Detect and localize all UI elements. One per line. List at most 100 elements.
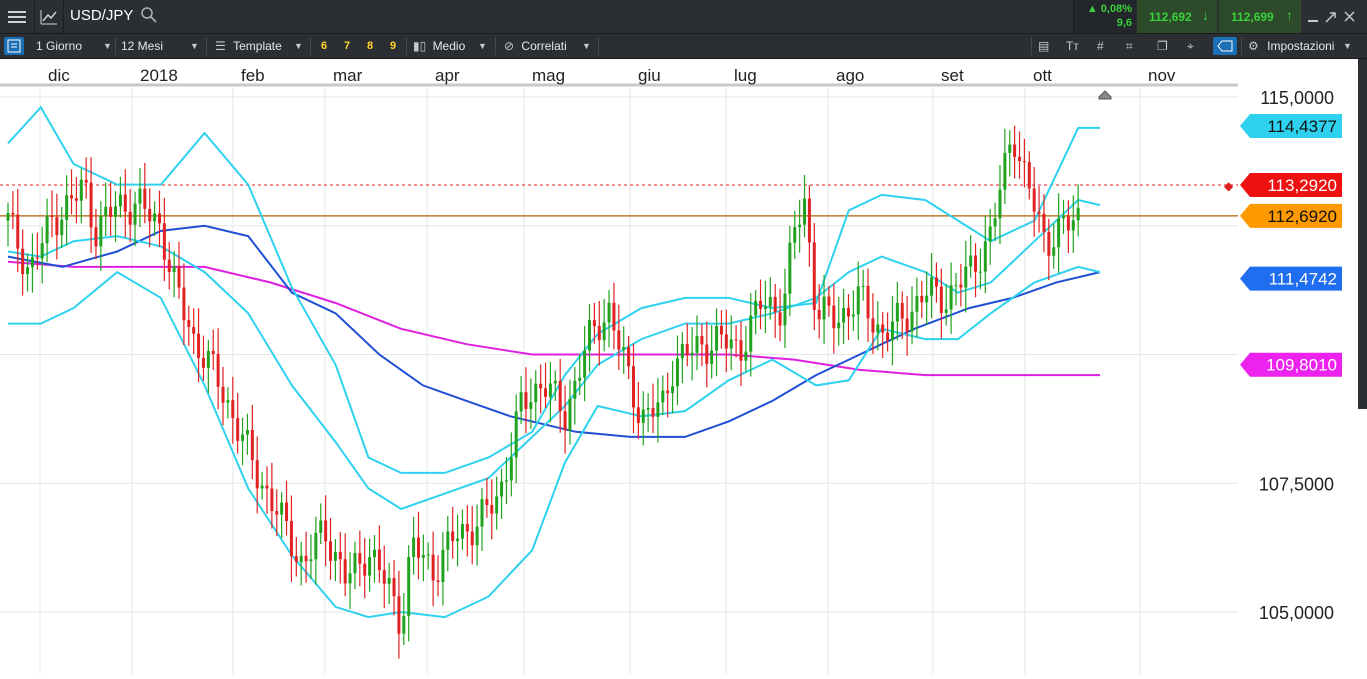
candle-body [988, 226, 992, 242]
list-view-button[interactable] [4, 37, 24, 55]
candle-body [412, 537, 416, 558]
grid-icon[interactable]: # [1097, 39, 1104, 53]
candle-body [563, 411, 567, 431]
mode-select[interactable]: ▮▯ Medio [413, 34, 465, 58]
candle-body [744, 351, 748, 361]
chart-type-button[interactable] [35, 0, 64, 33]
candle-body [900, 302, 904, 319]
crosshair-icon[interactable]: ⌗ [1126, 39, 1133, 53]
shortcut-9[interactable]: 9 [390, 40, 397, 52]
candle-body [201, 357, 205, 368]
candle-body [387, 577, 391, 584]
scrollbar[interactable] [1358, 59, 1367, 409]
candle-body [441, 549, 445, 583]
related-select[interactable]: ⊘ Correlati [504, 34, 567, 58]
price-tag [1240, 203, 1342, 228]
candle-body [329, 541, 333, 561]
candle-body [94, 227, 98, 247]
candle-body [675, 358, 679, 387]
template-label: Template [233, 39, 282, 53]
close-icon[interactable] [1344, 11, 1355, 22]
shortcut-6[interactable]: 6 [321, 40, 328, 52]
candle-body [392, 577, 396, 597]
tag-icon [1217, 40, 1233, 52]
ask-price: 112,699 [1231, 10, 1274, 24]
candle-body [573, 380, 577, 399]
candle-body [837, 322, 841, 329]
candle-body [998, 189, 1002, 219]
price-tag-label: 112,6920 [1267, 207, 1337, 226]
candle-body [1076, 207, 1080, 221]
candle-body [812, 242, 816, 310]
chart-area[interactable]: dic 2018 feb mar apr mag giu lug ago set ott nov 115… [0, 59, 1367, 674]
shortcut-8[interactable]: 8 [367, 40, 374, 52]
candle-body [1057, 218, 1061, 248]
candle-body [509, 457, 513, 481]
settings-button[interactable]: ⚙ Impostazioni [1248, 34, 1334, 58]
menu-button[interactable] [0, 0, 35, 33]
candle-body [617, 330, 621, 350]
candle-body [84, 179, 88, 183]
expand-icon[interactable] [1325, 12, 1336, 23]
candle-body [138, 188, 142, 204]
ask-button[interactable]: 112,699 ↑ [1219, 0, 1301, 33]
price-chart[interactable]: dic 2018 feb mar apr mag giu lug ago set ott nov 115… [0, 59, 1358, 674]
candle-body [250, 429, 254, 461]
candle-body [456, 538, 460, 542]
candle-body [661, 390, 665, 403]
candle-body [974, 255, 978, 272]
candle-body [514, 411, 518, 458]
candle-body [890, 321, 894, 341]
candle-body [822, 296, 826, 320]
period-select[interactable]: 1 Giorno [36, 34, 82, 58]
candle-body [402, 615, 406, 634]
candle-body [451, 531, 455, 542]
cursor-icon[interactable]: ⌖ [1187, 39, 1194, 53]
candle-body [260, 485, 264, 489]
template-button[interactable]: ☰ Template [215, 34, 282, 58]
copy-icon[interactable]: ❐ [1157, 39, 1168, 53]
shortcut-7[interactable]: 7 [344, 40, 351, 52]
tag-tool-button[interactable] [1213, 37, 1237, 55]
candle-body [719, 325, 723, 335]
candle-body [226, 400, 230, 403]
candle-body [754, 300, 758, 316]
candle-body [724, 334, 728, 349]
candle-body [856, 286, 860, 315]
symbol-label[interactable]: USD/JPY [70, 7, 134, 24]
candle-body [959, 284, 963, 288]
candle-body [421, 555, 425, 558]
candle-body [578, 377, 582, 381]
range-select[interactable]: 12 Mesi [121, 34, 163, 58]
chevron-down-icon: ▼ [1343, 41, 1352, 51]
range-label: 12 Mesi [121, 39, 164, 53]
candle-body [685, 343, 689, 356]
x-tick-label: 2018 [140, 66, 178, 85]
candle-body [763, 306, 767, 309]
ma-long-line [7, 260, 1100, 377]
candle-body [715, 325, 719, 351]
candle-body [65, 195, 69, 220]
text-tool-icon[interactable]: Tт [1066, 39, 1079, 53]
candle-body [793, 227, 797, 243]
candle-body [553, 380, 557, 384]
candle-body [109, 206, 113, 217]
candle-body [915, 295, 919, 312]
candle-body [172, 266, 176, 272]
candle-body [949, 285, 953, 310]
candle-body [969, 255, 973, 267]
minimize-icon[interactable] [1308, 20, 1318, 22]
price-tag-label: 111,4742 [1269, 270, 1337, 289]
search-icon[interactable] [140, 6, 158, 29]
candle-body [905, 318, 909, 332]
candle-body [695, 335, 699, 353]
candle-body [26, 267, 30, 275]
candle-body [11, 212, 15, 215]
candle-body [245, 429, 249, 435]
candle-body [773, 297, 777, 313]
price-tag-label: 113,2920 [1267, 176, 1337, 195]
document-icon[interactable]: ▤ [1038, 39, 1050, 53]
bid-button[interactable]: 112,692 ↓ [1137, 0, 1217, 33]
candle-body [16, 214, 20, 249]
candle-body [583, 350, 587, 378]
